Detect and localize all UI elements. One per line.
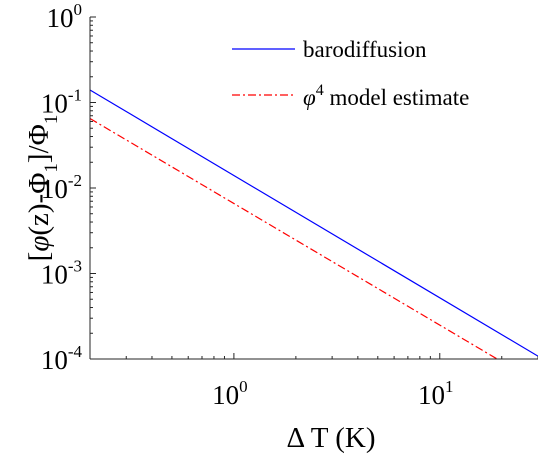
y-tick-label: 10-4 bbox=[41, 342, 83, 375]
y-tick-label-base: 10 bbox=[41, 260, 68, 290]
y-label-sub2: 1 bbox=[41, 115, 62, 125]
y-label-close: ]/Φ bbox=[23, 124, 55, 163]
y-tick-label-exponent: -4 bbox=[68, 342, 83, 361]
legend-phi-exponent: 4 bbox=[316, 82, 324, 99]
y-tick-label-exponent: -1 bbox=[68, 86, 82, 105]
y-tick-label-base: 10 bbox=[41, 89, 68, 119]
series-line-1 bbox=[89, 117, 498, 360]
y-tick-label-exponent: -2 bbox=[68, 171, 82, 190]
legend-model-estimate: model estimate bbox=[324, 85, 470, 110]
y-tick-label-exponent: -3 bbox=[68, 257, 82, 276]
y-tick-label-base: 10 bbox=[41, 174, 68, 204]
series-line-0 bbox=[89, 89, 538, 357]
x-tick-label-exponent: 0 bbox=[239, 377, 248, 396]
x-axis-label: Δ T (K) bbox=[287, 422, 376, 454]
legend-phi: φ bbox=[303, 85, 316, 110]
y-label-prefix: [ bbox=[23, 252, 55, 262]
y-tick-label: 10-2 bbox=[41, 171, 82, 204]
legend-label-barodiffusion: barodiffusion bbox=[303, 37, 427, 62]
y-axis-label: [φ(z)-Φ1]/Φ1 bbox=[23, 115, 62, 262]
x-tick-label: 101 bbox=[418, 377, 454, 410]
legend-label-phi4: φ4 model estimate bbox=[303, 82, 469, 110]
y-tick-label: 10-1 bbox=[41, 86, 82, 119]
legend: barodiffusion φ4 model estimate bbox=[232, 37, 469, 110]
series-layer bbox=[89, 89, 538, 360]
plot-area bbox=[90, 17, 538, 359]
svg-text:[φ(z)-Φ1]/Φ1: [φ(z)-Φ1]/Φ1 bbox=[23, 115, 62, 262]
y-tick-label-exponent: 0 bbox=[74, 0, 83, 19]
x-tick-label-base: 10 bbox=[418, 380, 445, 410]
y-label-phi: φ bbox=[23, 236, 55, 252]
axes-layer bbox=[89, 16, 538, 360]
y-tick-label: 100 bbox=[47, 0, 83, 33]
y-tick-label-base: 10 bbox=[47, 3, 74, 33]
y-label-sub1: 1 bbox=[41, 163, 62, 173]
y-label-middle: (z)-Φ bbox=[23, 173, 55, 236]
y-tick-label: 10-3 bbox=[41, 257, 82, 290]
x-tick-label: 100 bbox=[212, 377, 247, 410]
y-tick-label-base: 10 bbox=[41, 345, 68, 375]
x-tick-label-base: 10 bbox=[212, 380, 239, 410]
x-tick-label-exponent: 1 bbox=[445, 377, 454, 396]
